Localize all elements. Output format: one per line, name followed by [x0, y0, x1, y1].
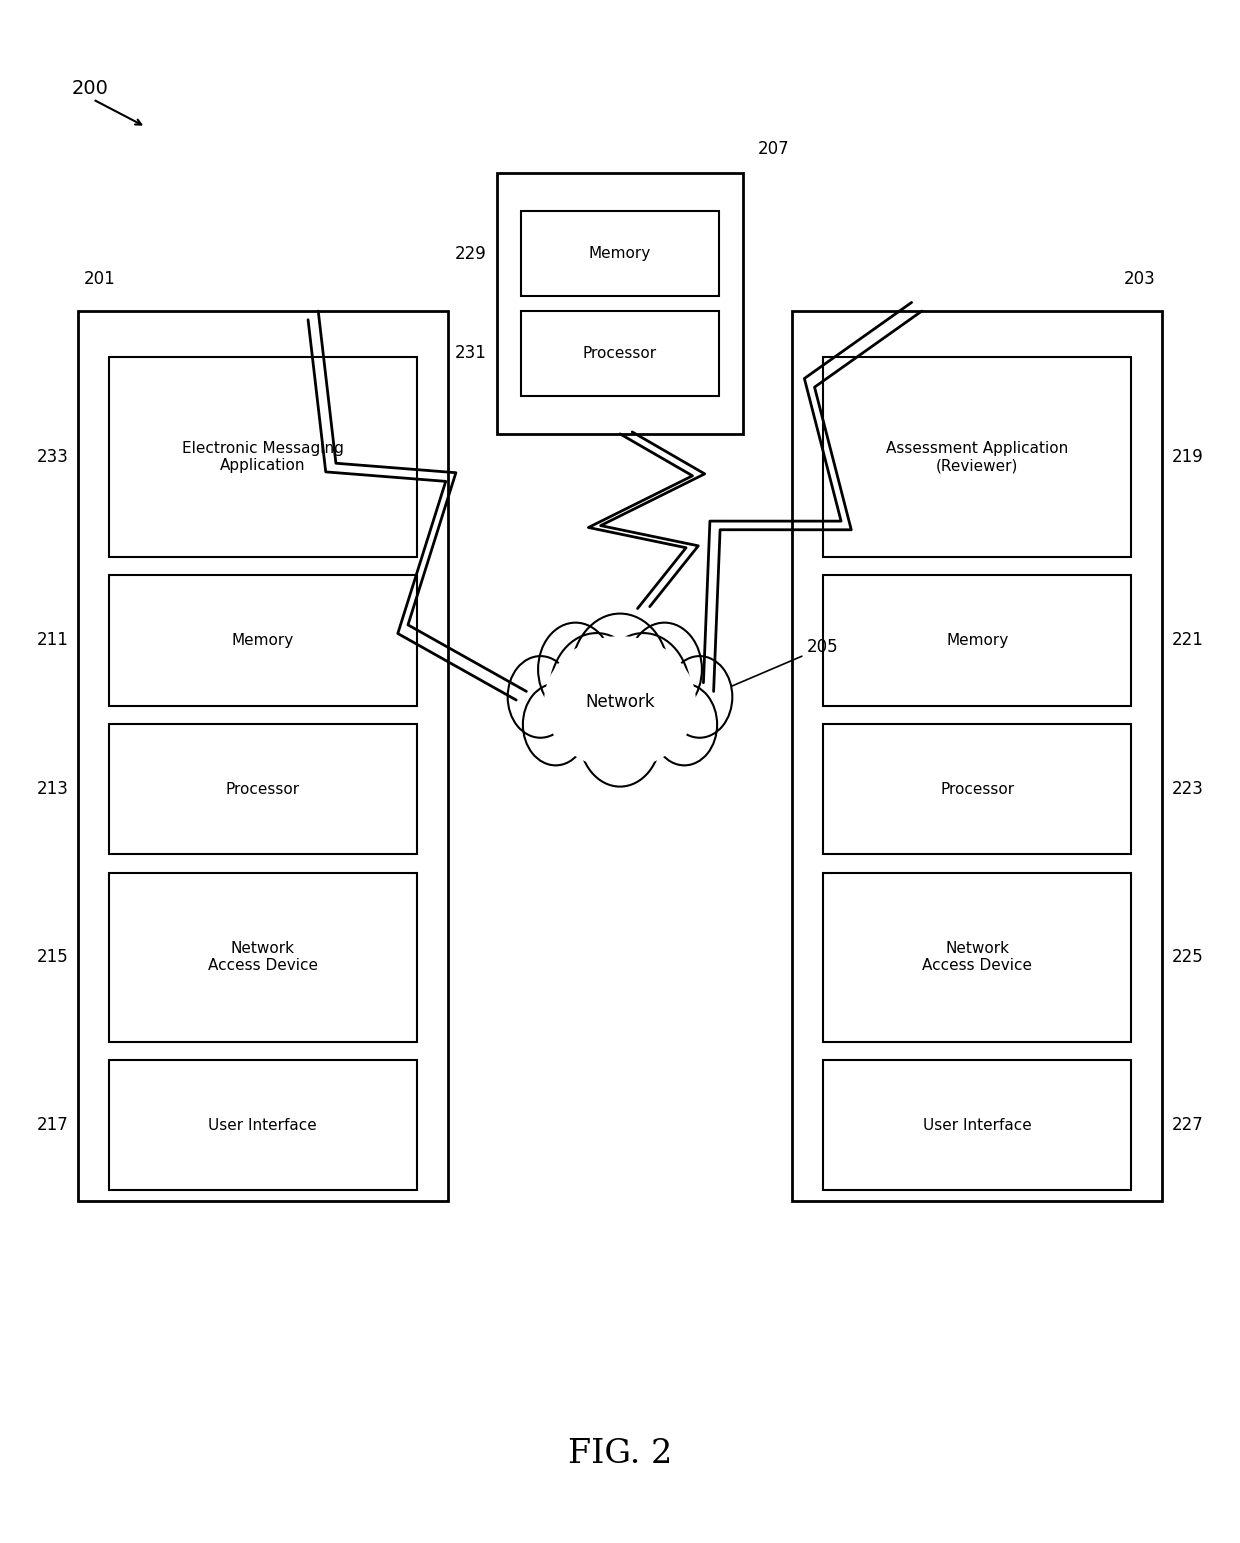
- Text: 207: 207: [758, 139, 790, 157]
- Bar: [109, 724, 417, 855]
- Text: Network: Network: [585, 693, 655, 711]
- Text: 213: 213: [36, 781, 68, 798]
- Text: 227: 227: [1172, 1116, 1204, 1134]
- Text: Processor: Processor: [226, 782, 300, 796]
- Bar: [522, 211, 718, 296]
- Circle shape: [627, 623, 702, 716]
- Bar: [109, 576, 417, 705]
- Circle shape: [667, 656, 733, 738]
- Text: 225: 225: [1172, 949, 1204, 966]
- Text: 219: 219: [1172, 447, 1204, 466]
- Text: 205: 205: [722, 639, 838, 690]
- Text: Memory: Memory: [232, 633, 294, 648]
- Text: 231: 231: [455, 344, 487, 363]
- Text: FIG. 2: FIG. 2: [568, 1438, 672, 1470]
- Text: Assessment Application
(Reviewer): Assessment Application (Reviewer): [887, 441, 1069, 474]
- Text: 203: 203: [1123, 270, 1156, 289]
- Bar: [109, 873, 417, 1042]
- Bar: [78, 312, 448, 1200]
- Text: 211: 211: [36, 631, 68, 650]
- Text: 229: 229: [455, 244, 487, 262]
- Text: Memory: Memory: [589, 245, 651, 261]
- Text: 201: 201: [84, 270, 117, 289]
- Text: 223: 223: [1172, 781, 1204, 798]
- Ellipse shape: [544, 636, 696, 768]
- Circle shape: [651, 684, 717, 765]
- Text: User Interface: User Interface: [208, 1117, 317, 1133]
- Bar: [823, 873, 1131, 1042]
- Text: User Interface: User Interface: [923, 1117, 1032, 1133]
- Text: 221: 221: [1172, 631, 1204, 650]
- Text: Processor: Processor: [940, 782, 1014, 796]
- Bar: [109, 1060, 417, 1191]
- Bar: [823, 1060, 1131, 1191]
- Circle shape: [523, 684, 589, 765]
- Circle shape: [538, 623, 613, 716]
- Circle shape: [596, 633, 691, 750]
- Circle shape: [570, 614, 670, 736]
- Bar: [522, 312, 718, 395]
- Bar: [823, 576, 1131, 705]
- Circle shape: [507, 656, 573, 738]
- Text: Network
Access Device: Network Access Device: [208, 941, 317, 974]
- Bar: [497, 173, 743, 434]
- Bar: [109, 356, 417, 557]
- Circle shape: [549, 633, 644, 750]
- Text: Processor: Processor: [583, 346, 657, 361]
- Bar: [823, 724, 1131, 855]
- Bar: [823, 356, 1131, 557]
- Bar: [792, 312, 1162, 1200]
- Text: 200: 200: [72, 79, 109, 99]
- Text: 233: 233: [36, 447, 68, 466]
- Text: Memory: Memory: [946, 633, 1008, 648]
- Text: 215: 215: [36, 949, 68, 966]
- Circle shape: [579, 685, 661, 787]
- Text: Network
Access Device: Network Access Device: [923, 941, 1032, 974]
- Text: 217: 217: [36, 1116, 68, 1134]
- Text: Electronic Messaging
Application: Electronic Messaging Application: [182, 441, 343, 474]
